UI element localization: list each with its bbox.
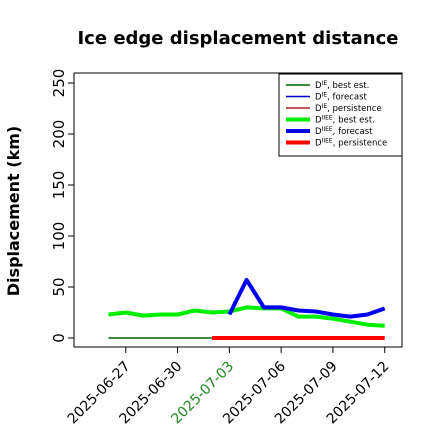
legend-entry-sup: IIEE (322, 138, 333, 145)
y-tick-label: 150 (50, 171, 68, 200)
legend-entry-base: D (315, 127, 322, 137)
y-tick-label: 0 (50, 333, 68, 343)
legend-entry-suffix: , forecast (327, 93, 367, 103)
x-axis: 2025-06-272025-06-302025-07-032025-07-06… (65, 347, 393, 427)
legend-entry-sup: IE (322, 80, 328, 87)
legend-entry-suffix: , forecast (333, 127, 373, 137)
y-tick-label: 250 (50, 69, 68, 98)
legend-entry: DIE, persistence (315, 103, 382, 114)
y-tick-label: 100 (50, 222, 68, 251)
legend-entry: DIIEE, persistence (315, 138, 387, 149)
legend-entry-suffix: , persistence (327, 104, 382, 114)
series-line-4 (227, 277, 386, 319)
legend-entry-sup: IE (322, 92, 328, 99)
y-axis-label: Displacement (km) (4, 126, 23, 296)
legend-entry-base: D (315, 116, 322, 126)
chart-title: Ice edge displacement distance (77, 28, 398, 49)
legend-entry: DIIEE, forecast (315, 126, 373, 137)
legend-entry-base: D (315, 104, 322, 114)
legend-entry-suffix: , best est. (333, 116, 375, 126)
series-layer (108, 277, 386, 340)
legend-entry: DIIEE, best est. (315, 115, 375, 126)
legend-entry-sup: IE (322, 103, 328, 110)
y-tick-label: 200 (50, 120, 68, 149)
plot-frame (73, 72, 403, 348)
legend-box (278, 73, 403, 157)
legend-entry-base: D (315, 81, 322, 91)
legend-entry-suffix: , persistence (333, 139, 388, 149)
legend-entry-suffix: , best est. (327, 81, 369, 91)
legend-entry: DIE, best est. (315, 80, 369, 91)
legend-entry-sup: IIEE (322, 126, 333, 133)
series-line-3 (108, 305, 385, 328)
legend-entry: DIE, forecast (315, 92, 368, 103)
y-axis: 0 50 100 150 200 250 (50, 69, 74, 343)
y-tick-label: 50 (50, 277, 68, 296)
legend-entry-base: D (315, 93, 322, 103)
legend-entry-base: D (315, 139, 322, 149)
legend-entry-sup: IIEE (322, 115, 333, 122)
